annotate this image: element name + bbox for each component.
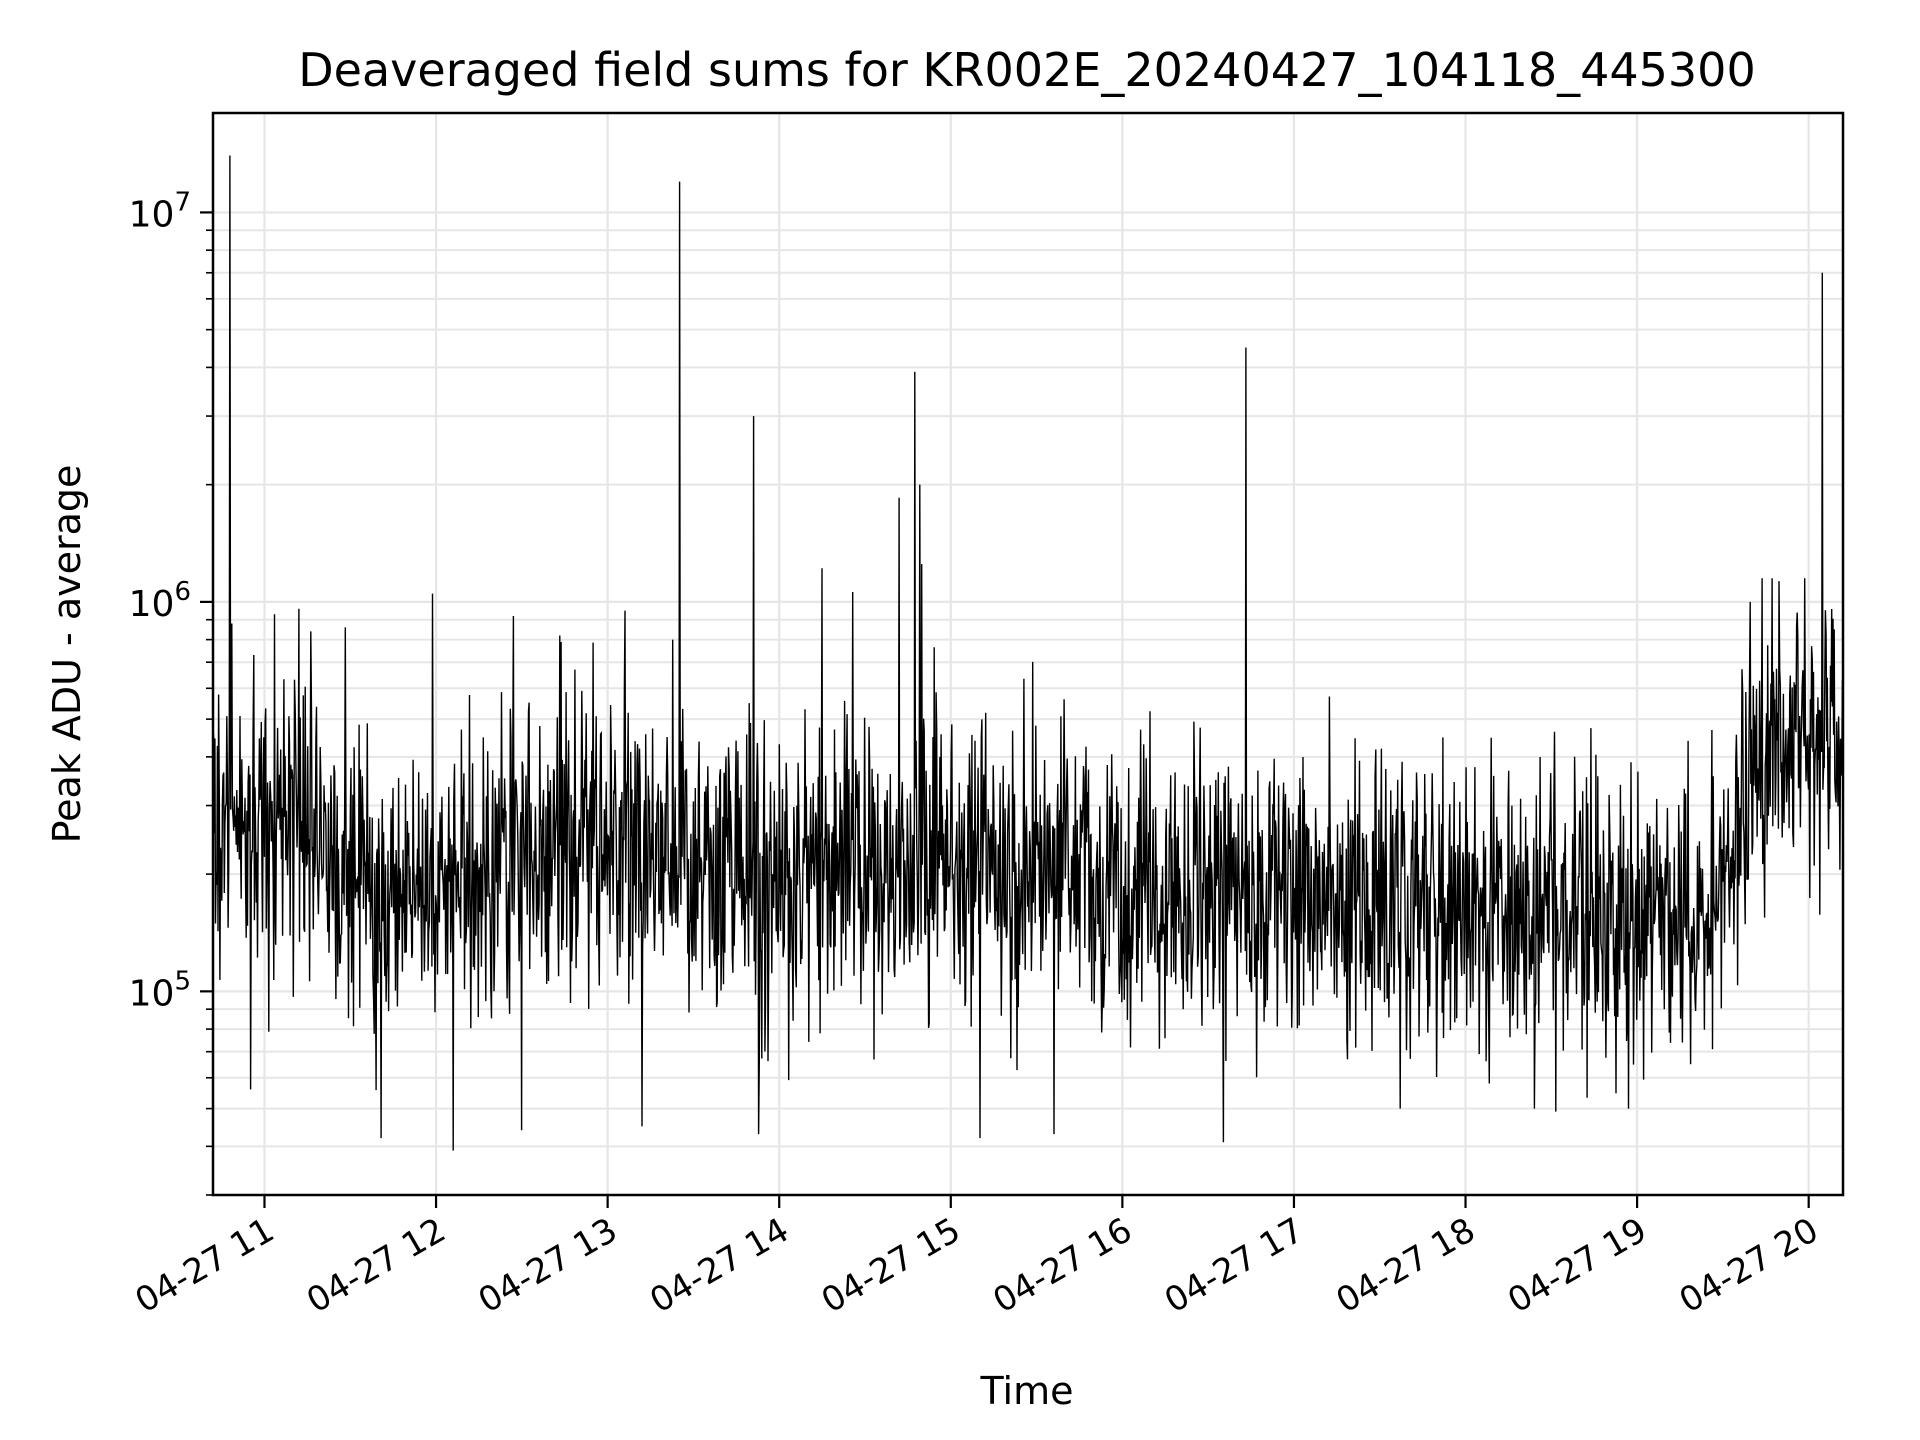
- data-series: [212, 155, 1844, 1151]
- y-tick-label-exponent: 6: [174, 577, 191, 607]
- y-tick-label-exponent: 5: [174, 966, 191, 996]
- y-tick-label-base: 10: [129, 194, 175, 235]
- series-line: [212, 155, 1844, 1151]
- y-axis-label: Peak ADU - average: [45, 465, 89, 844]
- y-tick-label: 106: [129, 577, 191, 625]
- y-tick-label-exponent: 7: [174, 187, 191, 217]
- y-tick-label-base: 10: [129, 973, 175, 1014]
- x-axis-label: Time: [980, 1369, 1074, 1413]
- y-tick-label-base: 10: [129, 584, 175, 625]
- y-tick-label: 105: [129, 966, 191, 1014]
- y-tick-label: 107: [129, 187, 191, 235]
- plot-frame: [211, 111, 1845, 1197]
- chart-title: Deaveraged field sums for KR002E_2024042…: [298, 43, 1755, 97]
